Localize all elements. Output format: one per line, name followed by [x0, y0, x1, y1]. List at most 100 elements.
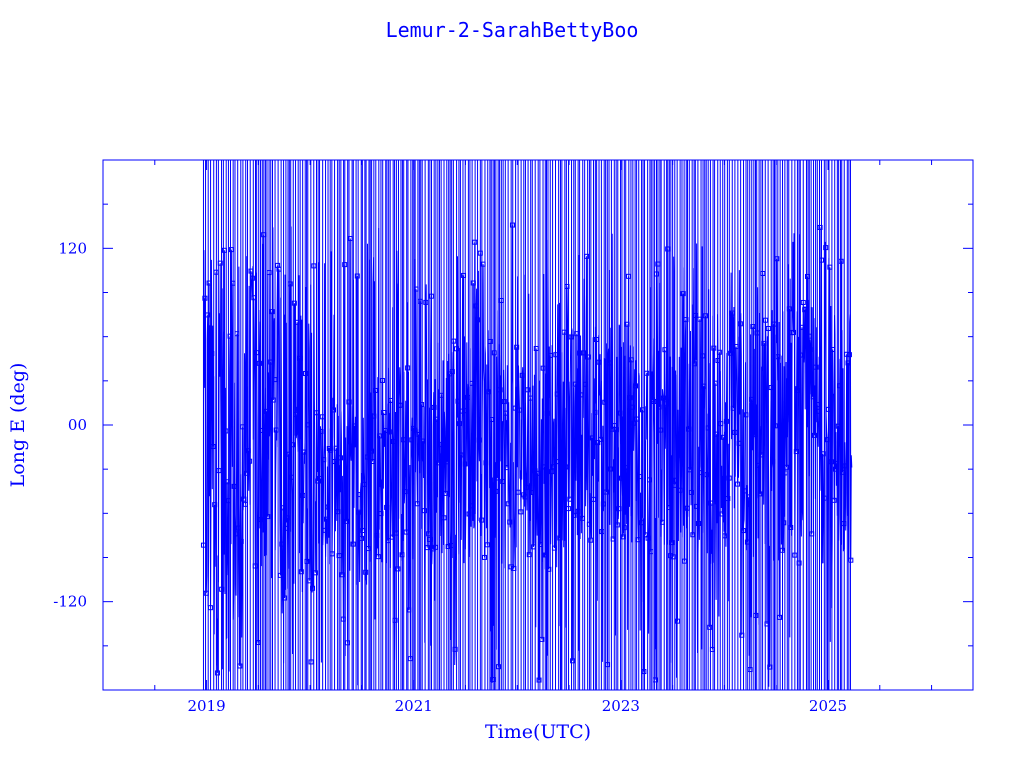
data-point: [476, 437, 482, 443]
data-point: [739, 632, 745, 638]
data-point: [482, 554, 488, 560]
data-point: [653, 271, 659, 277]
data-point: [298, 569, 304, 575]
data-point: [238, 538, 244, 544]
data-point: [356, 509, 362, 515]
data-point: [501, 399, 507, 405]
data-point: [683, 317, 689, 323]
data-point: [542, 464, 548, 470]
data-point: [230, 280, 236, 286]
data-point: [438, 392, 444, 398]
chart-title: Lemur-2-SarahBettyBoo: [386, 18, 639, 42]
x-tick-label: 2021: [395, 697, 433, 715]
data-point: [305, 422, 311, 428]
data-point: [360, 527, 366, 533]
data-point: [365, 546, 371, 552]
data-point: [666, 505, 672, 511]
data-point: [702, 313, 708, 319]
data-point: [574, 331, 580, 337]
data-point: [553, 352, 559, 358]
data-point: [456, 421, 462, 427]
data-point: [301, 449, 307, 455]
data-point: [825, 406, 831, 412]
data-point: [431, 404, 437, 410]
data-point: [378, 511, 384, 517]
data-point: [249, 275, 255, 281]
data-point: [448, 543, 454, 549]
data-point: [519, 372, 525, 378]
data-point: [753, 612, 759, 618]
data-point: [363, 569, 369, 575]
data-point: [707, 624, 713, 630]
data-point: [322, 527, 328, 533]
data-series: [200, 160, 854, 691]
data-point: [777, 614, 783, 620]
data-point: [584, 253, 590, 259]
data-point: [588, 537, 594, 543]
data-point: [709, 646, 715, 652]
data-point: [700, 353, 706, 359]
data-point: [324, 516, 330, 522]
data-point: [607, 466, 613, 472]
data-point: [461, 272, 467, 278]
data-point: [497, 387, 503, 393]
data-point: [484, 542, 490, 548]
data-point: [494, 475, 500, 481]
data-point: [659, 519, 665, 525]
data-point: [563, 464, 569, 470]
data-point: [321, 457, 327, 463]
data-point: [372, 387, 378, 393]
data-point: [207, 605, 213, 611]
data-point: [284, 515, 290, 521]
data-point: [231, 483, 237, 489]
data-point: [259, 427, 265, 433]
data-point: [764, 621, 770, 627]
data-point: [772, 423, 778, 429]
data-point: [314, 410, 320, 416]
data-point: [714, 431, 720, 437]
axis-ticks: 2019 2021 2023 2025 120 00 -120: [53, 160, 973, 715]
data-point: [821, 495, 827, 501]
data-point: [543, 552, 549, 558]
data-point: [466, 511, 472, 517]
data-point: [672, 482, 678, 488]
data-point: [758, 452, 764, 458]
data-point: [495, 664, 501, 670]
data-point: [655, 261, 661, 267]
data-point: [679, 434, 685, 440]
data-point: [807, 347, 813, 353]
data-point: [784, 464, 790, 470]
data-point: [834, 460, 840, 466]
data-point: [213, 269, 219, 275]
data-point: [730, 405, 736, 411]
data-point: [697, 316, 703, 322]
data-point: [224, 479, 230, 485]
data-point: [610, 536, 616, 542]
data-point: [269, 309, 275, 315]
data-point: [791, 329, 797, 335]
data-point: [462, 461, 468, 467]
data-point: [660, 395, 666, 401]
data-point: [761, 340, 767, 346]
data-point: [722, 533, 728, 539]
data-point: [817, 224, 823, 230]
data-point: [261, 232, 267, 238]
data-point: [455, 398, 461, 404]
data-point: [564, 283, 570, 289]
data-point: [223, 428, 229, 434]
data-point: [845, 360, 851, 366]
data-point: [742, 488, 748, 494]
data-point: [844, 351, 850, 357]
data-point: [399, 552, 405, 558]
data-point: [550, 464, 556, 470]
data-point: [768, 385, 774, 391]
data-point: [395, 566, 401, 572]
data-point: [427, 536, 433, 542]
data-point: [718, 421, 724, 427]
data-point: [694, 503, 700, 509]
data-point: [475, 317, 481, 323]
data-point: [775, 354, 781, 360]
data-point: [673, 477, 679, 483]
data-point: [487, 338, 493, 344]
